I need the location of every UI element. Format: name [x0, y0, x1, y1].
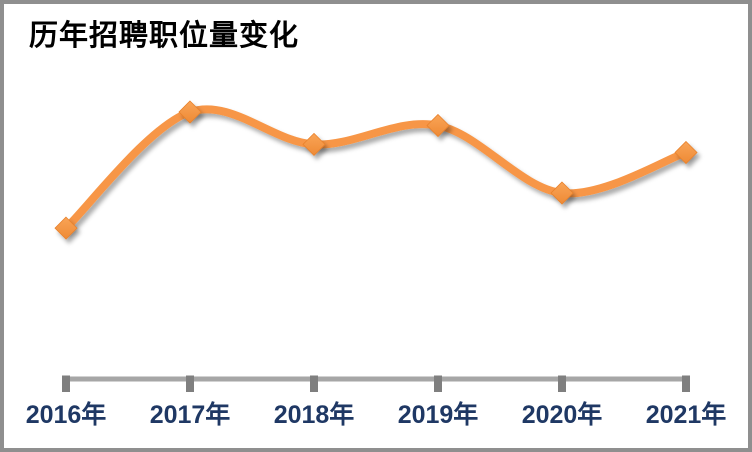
- data-point-markers: [54, 100, 698, 240]
- line-series-path: [62, 105, 690, 233]
- x-axis-tick: [558, 375, 566, 392]
- data-point-marker: [54, 216, 78, 240]
- x-axis-tick: [186, 375, 194, 392]
- data-point-marker: [550, 181, 574, 205]
- data-point-marker: [426, 113, 450, 138]
- data-point-marker: [178, 100, 202, 124]
- x-axis: [62, 375, 690, 392]
- data-point-marker: [302, 132, 326, 156]
- data-point-marker: [674, 140, 698, 165]
- x-axis-tick: [310, 375, 318, 392]
- line-series: [62, 105, 690, 233]
- x-axis-line: [62, 376, 690, 382]
- x-axis-tick: [62, 375, 70, 392]
- chart-title: 历年招聘职位量变化: [29, 20, 300, 52]
- x-axis-tick: [682, 375, 690, 392]
- x-axis-tick: [434, 375, 442, 392]
